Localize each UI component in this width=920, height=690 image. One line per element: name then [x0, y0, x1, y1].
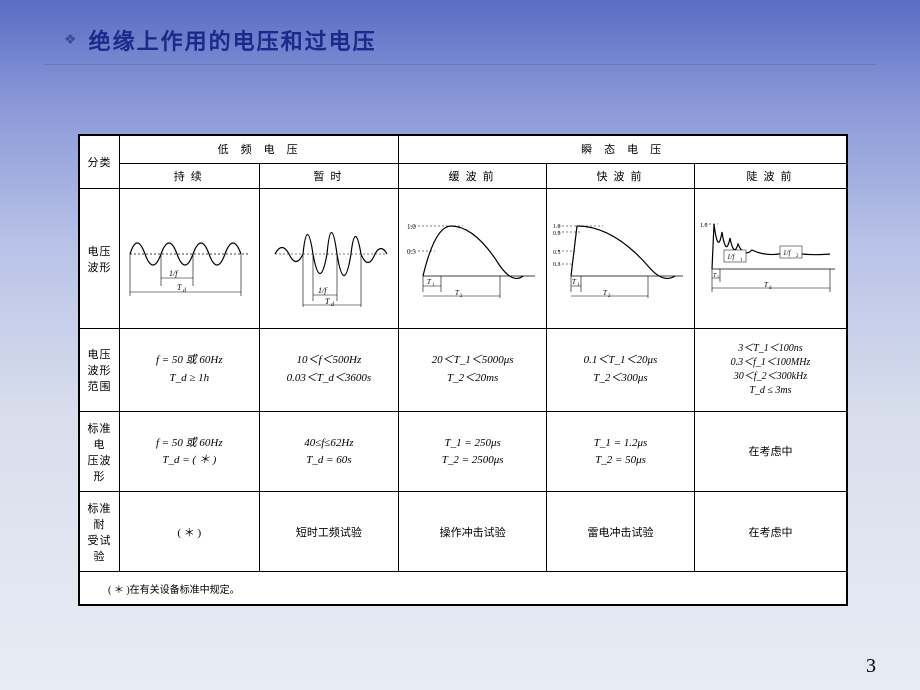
svg-text:d: d — [769, 286, 772, 291]
wave-slow: 1.0 0.5 T1 T2 — [399, 189, 547, 328]
svg-text:0.5: 0.5 — [553, 250, 561, 256]
std-test-label: 标准耐 受试验 — [80, 492, 120, 572]
std-test-slow: 操作冲击试验 — [399, 492, 547, 572]
svg-text:1.0: 1.0 — [553, 224, 561, 230]
std-wave-temporary: 40≤f≤62Hz T_d = 60s — [259, 412, 399, 492]
svg-text:1/f: 1/f — [783, 249, 791, 257]
voltage-table: 分类 低频电压 瞬态电压 持续 暂时 缓波前 快波前 陡波前 电压 波形 1/f… — [79, 135, 847, 605]
category-header: 分类 — [80, 136, 120, 189]
range-label: 电压 波形 范围 — [80, 328, 120, 412]
std-test-continuous: ( ＊ ) — [120, 492, 260, 572]
svg-text:2: 2 — [460, 294, 463, 299]
svg-text:d: d — [183, 288, 187, 294]
bullet-icon: ❖ — [64, 32, 77, 49]
svg-text:1.0: 1.0 — [407, 223, 416, 231]
svg-text:1: 1 — [717, 274, 719, 279]
footnote-cell: ( ＊ )在有关设备标准中规定。 — [80, 572, 847, 605]
svg-text:1: 1 — [577, 283, 580, 288]
std-wave-fast: T_1 = 1.2μs T_2 = 50μs — [547, 412, 695, 492]
footnote-row: ( ＊ )在有关设备标准中规定。 — [80, 572, 847, 605]
waveform-label: 电压 波形 — [80, 189, 120, 328]
sub-fast: 快波前 — [547, 163, 695, 189]
svg-text:1.0: 1.0 — [700, 223, 708, 229]
sub-continuous: 持续 — [120, 163, 260, 189]
svg-text:0.3: 0.3 — [553, 262, 561, 268]
wave-temporary: 1/f T d — [259, 189, 399, 328]
sub-steep: 陡波前 — [694, 163, 846, 189]
slide-title-row: ❖ 绝缘上作用的电压和过电压 — [0, 0, 920, 56]
header-sub-row: 持续 暂时 缓波前 快波前 陡波前 — [80, 163, 847, 189]
wave-continuous: 1/f T d — [120, 189, 260, 328]
std-test-steep: 在考虑中 — [694, 492, 846, 572]
range-slow: 20＜T_1＜5000μs T_2＜20ms — [399, 328, 547, 412]
svg-text:0.5: 0.5 — [407, 248, 416, 256]
std-test-fast: 雷电冲击试验 — [547, 492, 695, 572]
std-wave-slow: T_1 = 250μs T_2 = 2500μs — [399, 412, 547, 492]
svg-text:0.9: 0.9 — [553, 231, 561, 237]
range-temporary: 10＜f＜500Hz 0.03＜T_d＜3600s — [259, 328, 399, 412]
wave-fast: 1.0 0.9 0.5 0.3 T1 T2 — [547, 189, 695, 328]
wave-steep: 1.0 1/f1 1/f2 T1 Td — [694, 189, 846, 328]
sub-temporary: 暂时 — [259, 163, 399, 189]
svg-text:1/f: 1/f — [318, 286, 328, 295]
svg-text:T: T — [177, 283, 182, 292]
std-wave-continuous: f = 50 或 60Hz T_d = ( ＊ ) — [120, 412, 260, 492]
waveform-row: 电压 波形 1/f T d 1/f T d — [80, 189, 847, 328]
std-test-row: 标准耐 受试验 ( ＊ ) 短时工频试验 操作冲击试验 雷电冲击试验 在考虑中 — [80, 492, 847, 572]
slide-title: 绝缘上作用的电压和过电压 — [89, 24, 377, 56]
range-continuous: f = 50 或 60Hz T_d ≥ 1h — [120, 328, 260, 412]
std-wave-label: 标准电 压波形 — [80, 412, 120, 492]
group-low-freq: 低频电压 — [120, 136, 399, 164]
svg-text:T: T — [325, 297, 330, 306]
header-group-row: 分类 低频电压 瞬态电压 — [80, 136, 847, 164]
std-wave-row: 标准电 压波形 f = 50 或 60Hz T_d = ( ＊ ) 40≤f≤6… — [80, 412, 847, 492]
table-container: 分类 低频电压 瞬态电压 持续 暂时 缓波前 快波前 陡波前 电压 波形 1/f… — [78, 134, 848, 606]
range-row: 电压 波形 范围 f = 50 或 60Hz T_d ≥ 1h 10＜f＜500… — [80, 328, 847, 412]
svg-text:1/f: 1/f — [727, 253, 735, 261]
page-number: 3 — [866, 655, 876, 678]
std-test-temporary: 短时工频试验 — [259, 492, 399, 572]
std-wave-steep: 在考虑中 — [694, 412, 846, 492]
title-underline — [44, 64, 876, 65]
svg-text:1/f: 1/f — [169, 269, 179, 278]
range-fast: 0.1＜T_1＜20μs T_2＜300μs — [547, 328, 695, 412]
sub-slow: 缓波前 — [399, 163, 547, 189]
group-transient: 瞬态电压 — [399, 136, 847, 164]
range-steep: 3＜T_1＜100ns 0.3＜f_1＜100MHz 30＜f_2＜300kHz… — [694, 328, 846, 412]
svg-text:1: 1 — [432, 283, 435, 288]
svg-text:2: 2 — [608, 294, 611, 299]
